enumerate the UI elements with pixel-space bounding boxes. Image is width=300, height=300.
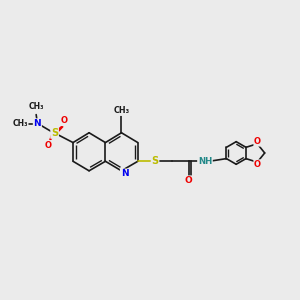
Text: CH₃: CH₃	[28, 102, 44, 111]
Text: O: O	[185, 176, 193, 185]
Text: O: O	[254, 160, 261, 169]
Text: O: O	[60, 116, 67, 125]
Text: N: N	[34, 119, 41, 128]
Text: N: N	[121, 169, 128, 178]
Text: O: O	[45, 141, 52, 150]
Text: CH₃: CH₃	[113, 106, 130, 115]
Text: S: S	[152, 156, 159, 166]
Text: S: S	[51, 128, 58, 138]
Text: NH: NH	[198, 157, 212, 166]
Text: CH₃: CH₃	[12, 119, 28, 128]
Text: O: O	[254, 137, 261, 146]
